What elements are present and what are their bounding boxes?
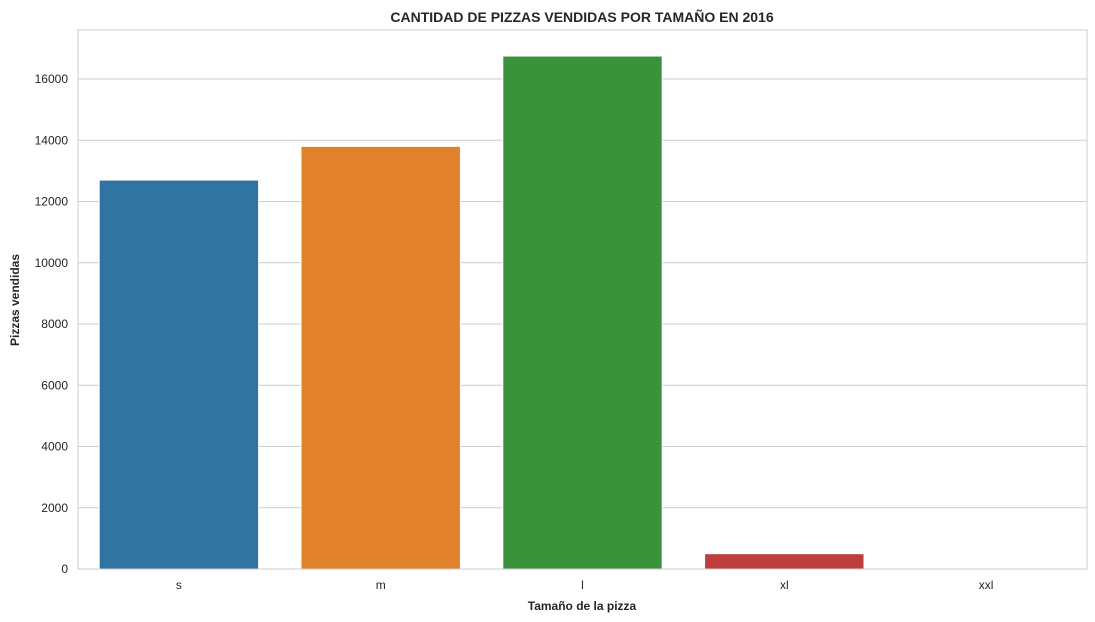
y-tick-label: 6000 [41, 378, 68, 392]
x-tick-label-xl: xl [780, 578, 789, 592]
bar-l [502, 55, 663, 570]
bars [98, 55, 1067, 570]
plot-frame [77, 29, 1088, 570]
y-tick-labels: 0 2000 4000 6000 8000 10000 12000 14000 16000 [35, 72, 69, 576]
chart-title: CANTIDAD DE PIZZAS VENDIDAS POR TAMAÑO E… [390, 8, 773, 25]
bar-xl [704, 553, 865, 570]
y-tick-label: 2000 [41, 501, 68, 515]
x-tick-label-xxl: xxl [979, 578, 994, 592]
y-tick-label: 16000 [35, 72, 69, 86]
x-tick-labels: s m l xl xxl [176, 578, 994, 592]
bar-m [300, 145, 461, 570]
x-tick-label-m: m [376, 578, 386, 592]
y-tick-label: 8000 [41, 317, 68, 331]
x-tick-label-s: s [176, 578, 182, 592]
y-tick-label: 4000 [41, 440, 68, 454]
y-axis-label: Pizzas vendidas [8, 254, 22, 346]
x-axis-label: Tamaño de la pizza [528, 599, 637, 613]
bar-s [98, 179, 260, 570]
x-tick-label-l: l [581, 578, 584, 592]
y-tick-label: 14000 [35, 133, 69, 147]
y-tick-label: 10000 [35, 256, 69, 270]
y-tick-label: 0 [61, 562, 68, 576]
y-tick-label: 12000 [35, 195, 69, 209]
